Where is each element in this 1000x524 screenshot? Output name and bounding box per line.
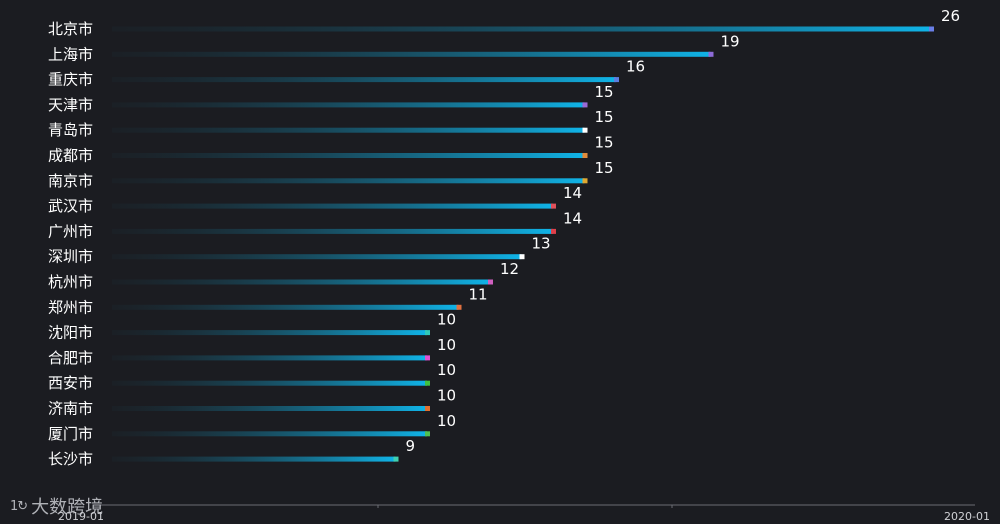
- category-label: 郑州市: [48, 298, 93, 316]
- bar: [112, 380, 427, 386]
- bar-end-dot: [551, 203, 556, 209]
- bar-end-dot: [551, 228, 556, 234]
- brand-name: 大数跨境: [31, 497, 104, 518]
- value-label: 16: [626, 58, 645, 76]
- brand-logo-icon: 1↻: [10, 498, 28, 514]
- bar-end-dot: [425, 355, 430, 361]
- value-label: 10: [437, 412, 456, 430]
- category-label: 重庆市: [48, 71, 93, 89]
- bar-end-dot: [393, 456, 399, 462]
- value-label: 11: [469, 285, 488, 303]
- value-label: 10: [437, 387, 456, 405]
- bar: [112, 203, 553, 209]
- bar-end-dot: [708, 51, 714, 57]
- value-label: 14: [563, 209, 582, 227]
- value-label: 10: [437, 336, 456, 354]
- category-label: 广州市: [48, 222, 93, 240]
- value-label: 15: [595, 134, 614, 152]
- bar: [112, 51, 711, 57]
- bar: [112, 102, 585, 108]
- value-label: 14: [563, 184, 582, 202]
- bar: [112, 279, 490, 285]
- bar: [112, 456, 396, 462]
- bar: [112, 178, 585, 184]
- bar-end-dot: [425, 406, 430, 411]
- bar: [112, 406, 427, 411]
- value-label: 13: [532, 235, 551, 253]
- bar-end-dot: [425, 330, 430, 336]
- category-label: 西安市: [48, 374, 93, 392]
- bars-group: 北京市 26 上海市 19 重庆市 16 天津市 15 青岛市 15 成都市 15 南京市 15 武汉市 14…: [48, 7, 960, 468]
- category-label: 杭州市: [48, 273, 93, 291]
- bar-end-dot: [488, 279, 493, 285]
- bar: [112, 26, 931, 32]
- value-label: 26: [941, 7, 960, 25]
- bar-end-dot: [425, 380, 430, 386]
- bar: [112, 355, 427, 361]
- value-label: 19: [721, 32, 740, 50]
- value-label: 15: [595, 159, 614, 177]
- bar-end-dot: [929, 26, 934, 32]
- bar-end-dot: [582, 178, 588, 184]
- bar: [112, 330, 427, 336]
- bar-end-dot: [582, 127, 588, 133]
- x-axis: 2019-01 2020-01: [58, 504, 990, 523]
- bar: [112, 77, 616, 83]
- bar: [112, 228, 553, 234]
- bar-end-dot: [614, 77, 619, 83]
- category-label: 天津市: [48, 96, 93, 114]
- category-label: 长沙市: [48, 450, 93, 468]
- x-tick-label-end: 2020-01: [944, 510, 990, 523]
- value-label: 15: [595, 108, 614, 126]
- category-label: 沈阳市: [48, 324, 93, 342]
- value-label: 9: [406, 437, 416, 455]
- bar: [112, 127, 585, 133]
- bar-end-dot: [425, 431, 430, 437]
- category-label: 深圳市: [48, 248, 93, 266]
- value-label: 10: [437, 311, 456, 329]
- bar: [112, 153, 585, 158]
- bar-end-dot: [519, 254, 525, 260]
- category-label: 南京市: [48, 172, 93, 190]
- category-label: 成都市: [48, 147, 93, 165]
- category-label: 厦门市: [48, 425, 93, 443]
- value-label: 12: [500, 260, 519, 278]
- bar-end-dot: [582, 153, 588, 158]
- category-label: 合肥市: [48, 349, 93, 367]
- category-label: 上海市: [48, 45, 93, 63]
- category-label: 北京市: [48, 20, 93, 38]
- value-label: 10: [437, 361, 456, 379]
- x-tick-label-start: 2019-01: [58, 510, 104, 523]
- bar: [112, 304, 459, 310]
- bar-end-dot: [456, 304, 462, 310]
- bar: [112, 254, 522, 260]
- category-label: 济南市: [48, 400, 93, 418]
- bar-end-dot: [582, 102, 588, 108]
- value-label: 15: [595, 83, 614, 101]
- category-label: 青岛市: [48, 121, 93, 139]
- brand-watermark: 1↻ 大数跨境: [10, 493, 103, 519]
- category-label: 武汉市: [48, 197, 93, 215]
- bar: [112, 431, 427, 437]
